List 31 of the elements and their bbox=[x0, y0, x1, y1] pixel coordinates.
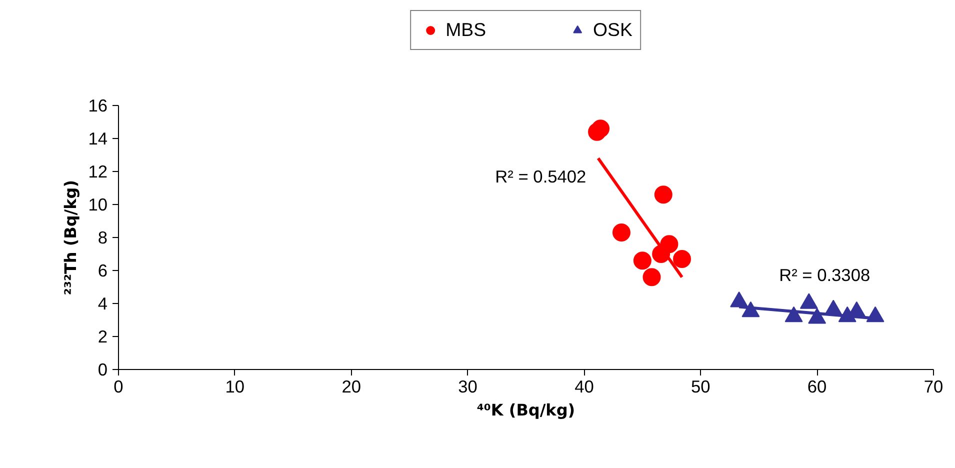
point bbox=[673, 250, 692, 268]
annotation: R² = 0.5402 bbox=[495, 166, 586, 186]
point bbox=[612, 224, 630, 242]
x-tick-label: 20 bbox=[342, 376, 361, 396]
y-tick-label: 14 bbox=[88, 128, 108, 148]
x-tick-label: 40 bbox=[574, 376, 594, 396]
x-tick-label: 30 bbox=[458, 376, 478, 396]
y-tick-label: 6 bbox=[98, 260, 108, 280]
point bbox=[654, 186, 672, 204]
x-tick-label: 50 bbox=[691, 376, 710, 396]
point bbox=[592, 120, 610, 138]
annotation: R² = 0.3308 bbox=[779, 264, 870, 285]
y-tick-label: 2 bbox=[98, 326, 108, 346]
x-tick-label: 0 bbox=[114, 376, 124, 396]
y-tick-label: 10 bbox=[88, 194, 108, 214]
y-tick-label: 0 bbox=[98, 360, 108, 380]
point bbox=[808, 308, 826, 324]
y-tick-label: 12 bbox=[88, 162, 108, 182]
x-tick-label: 70 bbox=[924, 376, 944, 396]
y-tick-label: 16 bbox=[88, 96, 108, 116]
y-tick-label: 4 bbox=[98, 294, 108, 314]
legend-label: MBS bbox=[446, 19, 486, 41]
legend-label: OSK bbox=[593, 19, 632, 41]
point bbox=[800, 293, 818, 309]
point bbox=[730, 292, 748, 308]
point bbox=[633, 252, 652, 270]
x-tick-label: 60 bbox=[807, 376, 827, 396]
y-tick-label: 8 bbox=[98, 228, 108, 248]
y-axis-title: ²³²Th (Bq/kg) bbox=[61, 180, 80, 296]
x-tick-label: 10 bbox=[225, 376, 245, 396]
x-axis-title: ⁴⁰K (Bq/kg) bbox=[476, 400, 576, 420]
